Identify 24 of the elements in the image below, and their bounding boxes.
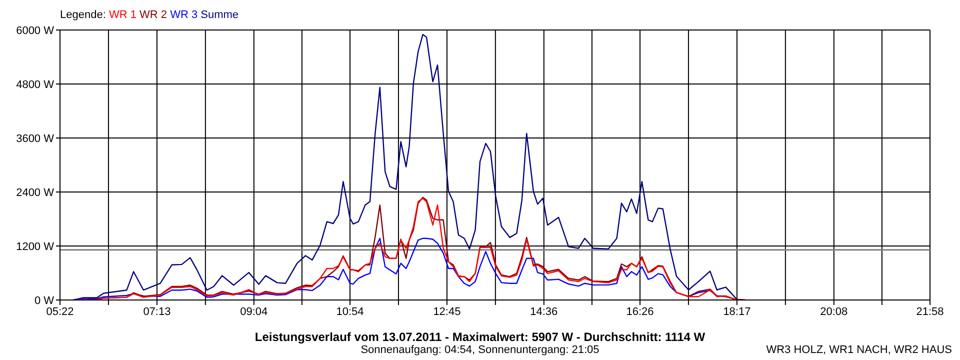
y-tick-label: 2400 W — [16, 186, 55, 199]
x-tick-label: 10:54 — [336, 306, 364, 318]
x-tick-label: 14:36 — [530, 306, 558, 318]
text: Sonnenaufgang: 04:54, Sonnenuntergang: 21:05 — [360, 344, 600, 356]
x-tick-label: 05:22 — [46, 306, 74, 318]
text: Summe — [200, 9, 239, 21]
x-tick-label: 18:17 — [723, 306, 751, 318]
x-tick-label: 16:26 — [626, 306, 654, 318]
x-tick-label: 21:58 — [916, 306, 944, 318]
text: WR3 HOLZ, WR1 NACH, WR2 HAUS — [766, 344, 952, 356]
y-tick-label: 1200 W — [16, 240, 55, 253]
text: WR 1 — [108, 9, 136, 21]
y-tick-label: 3600 W — [16, 132, 55, 145]
x-tick-label: 09:04 — [240, 306, 268, 318]
x-tick-label: 12:45 — [433, 306, 461, 318]
x-tick-label: 07:13 — [143, 306, 171, 318]
text: WR 3 — [170, 9, 198, 21]
text: WR 2 — [140, 9, 167, 21]
y-tick-label: 4800 W — [16, 78, 55, 91]
x-tick-label: 20:08 — [820, 306, 848, 318]
y-tick-label: 0 W — [34, 294, 55, 307]
text: Leistungsverlauf vom 13.07.2011 - Maximalwert: 5907 W - Durchschnitt: 1114 W — [254, 330, 706, 344]
y-tick-label: 6000 W — [16, 24, 55, 37]
legend-title: Legende: — [60, 9, 107, 21]
